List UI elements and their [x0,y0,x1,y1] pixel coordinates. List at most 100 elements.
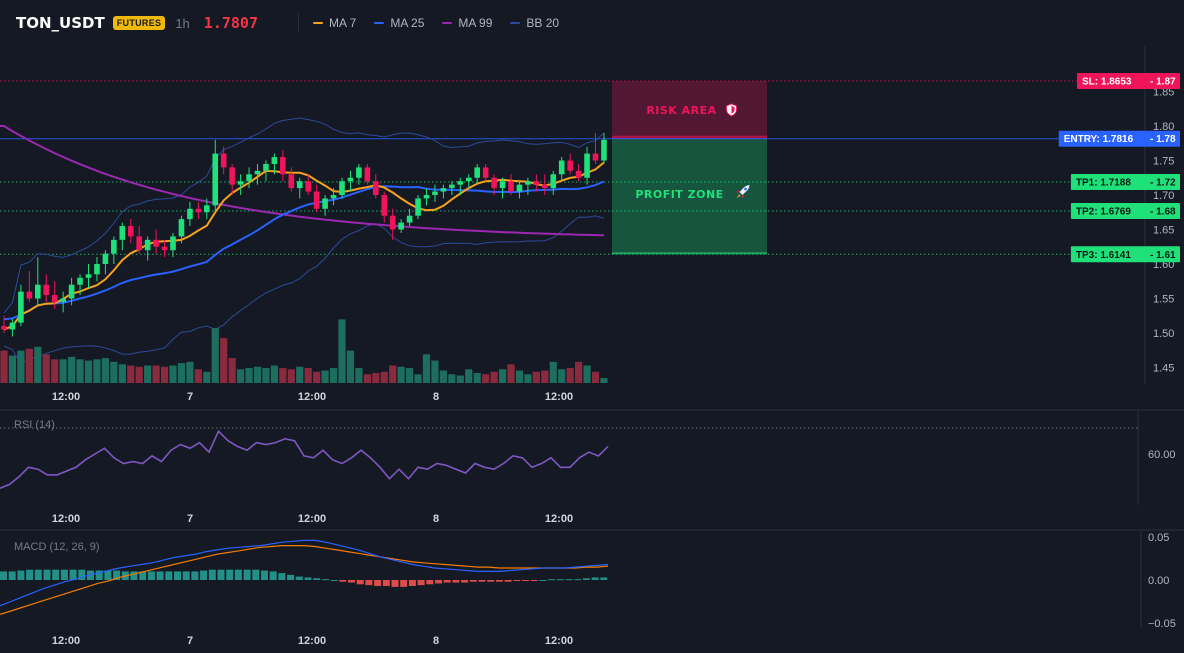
volume-bar [203,371,211,383]
last-price: 1.7807 [203,14,258,32]
legend-ma25[interactable]: MA 25 [374,16,424,30]
macd-histogram-bar [582,578,590,580]
macd-histogram-bar [487,580,495,582]
time-tick-2-3: 8 [433,635,439,647]
macd-histogram-bar [374,580,382,587]
macd-histogram-bar [191,571,199,580]
level-tag-label-tp1: TP1: 1.7188 [1076,178,1131,189]
volume-bar [279,368,287,383]
candle-body [220,153,227,168]
candle-body [288,174,295,189]
candle-body [601,139,607,161]
volume-bar [194,369,202,383]
candle-body [440,188,447,192]
volume-bar [17,350,25,383]
candle-body [305,181,311,192]
risk-area[interactable] [612,80,767,139]
candle-body [271,157,278,164]
volume-bars [0,319,608,383]
price-tick-0: 1.85 [1153,87,1174,99]
volume-bar [220,338,228,383]
macd-histogram-bar [469,580,477,582]
volume-bar [8,355,17,383]
macd-histogram-bar [60,569,68,580]
candle-body [465,177,472,182]
volume-bar [355,368,363,383]
candle-body [94,264,100,275]
volume-bar [583,365,591,383]
time-tick-0-1: 7 [187,391,193,403]
price-tick-1: 1.80 [1153,121,1174,133]
candle-body [313,191,320,209]
ma99-swatch [442,22,453,24]
macd-histogram-bar [539,580,547,581]
candle-body [178,219,185,237]
legend-ma99[interactable]: MA 99 [442,16,492,30]
candle-body [558,160,565,175]
candle-body [592,153,599,161]
macd-histogram-bar [252,569,260,580]
macd-histogram-bar [435,580,442,584]
macd-histogram-bar [243,569,251,580]
level-tag-axis-tp1: - 1.72 [1150,178,1176,189]
indicator-legend: MA 7 MA 25 MA 99 BB 20 [312,16,577,30]
volume-bar [372,373,380,383]
macd-histogram-bar [226,569,234,580]
macd-pane[interactable]: 0.05 0.00 −0.05 [0,532,1176,630]
macd-histogram-bar [556,579,564,581]
time-tick-2-1: 7 [187,635,193,647]
bollinger-bands [3,117,605,365]
macd-histogram-bar [78,569,86,580]
time-axes[interactable]: 12:00 7 12:00 8 12:00 12:00 7 12:00 8 12:00 12:00 7… [52,391,573,647]
legend-ma7[interactable]: MA 7 [312,16,356,30]
volume-bar [186,361,194,383]
profit-zone[interactable] [612,138,767,255]
interval-selector[interactable]: 1h [175,15,190,31]
rsi-pane[interactable]: 60.00 [0,427,1176,489]
candle-body [85,274,92,278]
macd-histogram-bar [234,569,242,580]
macd-histogram-bar [113,570,121,580]
candle-body [415,198,421,216]
macd-title: MACD (12, 26, 9) [14,541,100,553]
time-tick-0-4: 12:00 [545,391,573,403]
volume-bar [406,368,414,383]
macd-histogram-bar [391,580,399,587]
macd-histogram-bar [452,580,460,583]
candle-body [339,181,345,195]
candle-body [575,170,582,178]
bb20-swatch [510,22,521,24]
candle-body [423,195,430,199]
symbol-name[interactable]: TON_USDT [16,14,105,32]
price-pane[interactable] [0,46,1145,384]
macd-histogram-bar [217,569,225,580]
candle-body [153,239,159,247]
legend-bb20[interactable]: BB 20 [510,16,559,30]
volume-bar [76,359,84,383]
volume-bar [566,368,574,383]
price-tick-2: 1.75 [1153,156,1174,168]
volume-bar [465,369,473,383]
volume-bar [84,360,93,383]
price-axis[interactable]: 1.851.801.751.701.651.601.551.501.45 [1153,87,1174,375]
time-tick-2-2: 12:00 [298,635,326,647]
level-tag-axis-tp2: - 1.68 [1150,206,1176,217]
volume-bar [101,358,109,383]
candle-body [35,284,41,299]
macd-histogram-bar [269,571,277,580]
volume-bar [422,354,431,383]
candle-body [432,191,438,195]
candle-body [229,167,235,185]
macd-histogram-bar [600,577,608,580]
volume-bar [431,360,439,383]
rsi-tick-60: 60.00 [1148,449,1176,461]
macd-histogram-bar [208,569,216,580]
level-tag-axis-entry: - 1.78 [1150,134,1176,145]
risk-area-label: RISK AREA [646,104,716,117]
macd-histogram-bar [461,580,469,583]
macd-histogram-bar [522,580,529,581]
candle-body [356,167,362,178]
level-tag-axis-tp3: - 1.61 [1150,250,1176,261]
volume-bar [389,365,397,383]
